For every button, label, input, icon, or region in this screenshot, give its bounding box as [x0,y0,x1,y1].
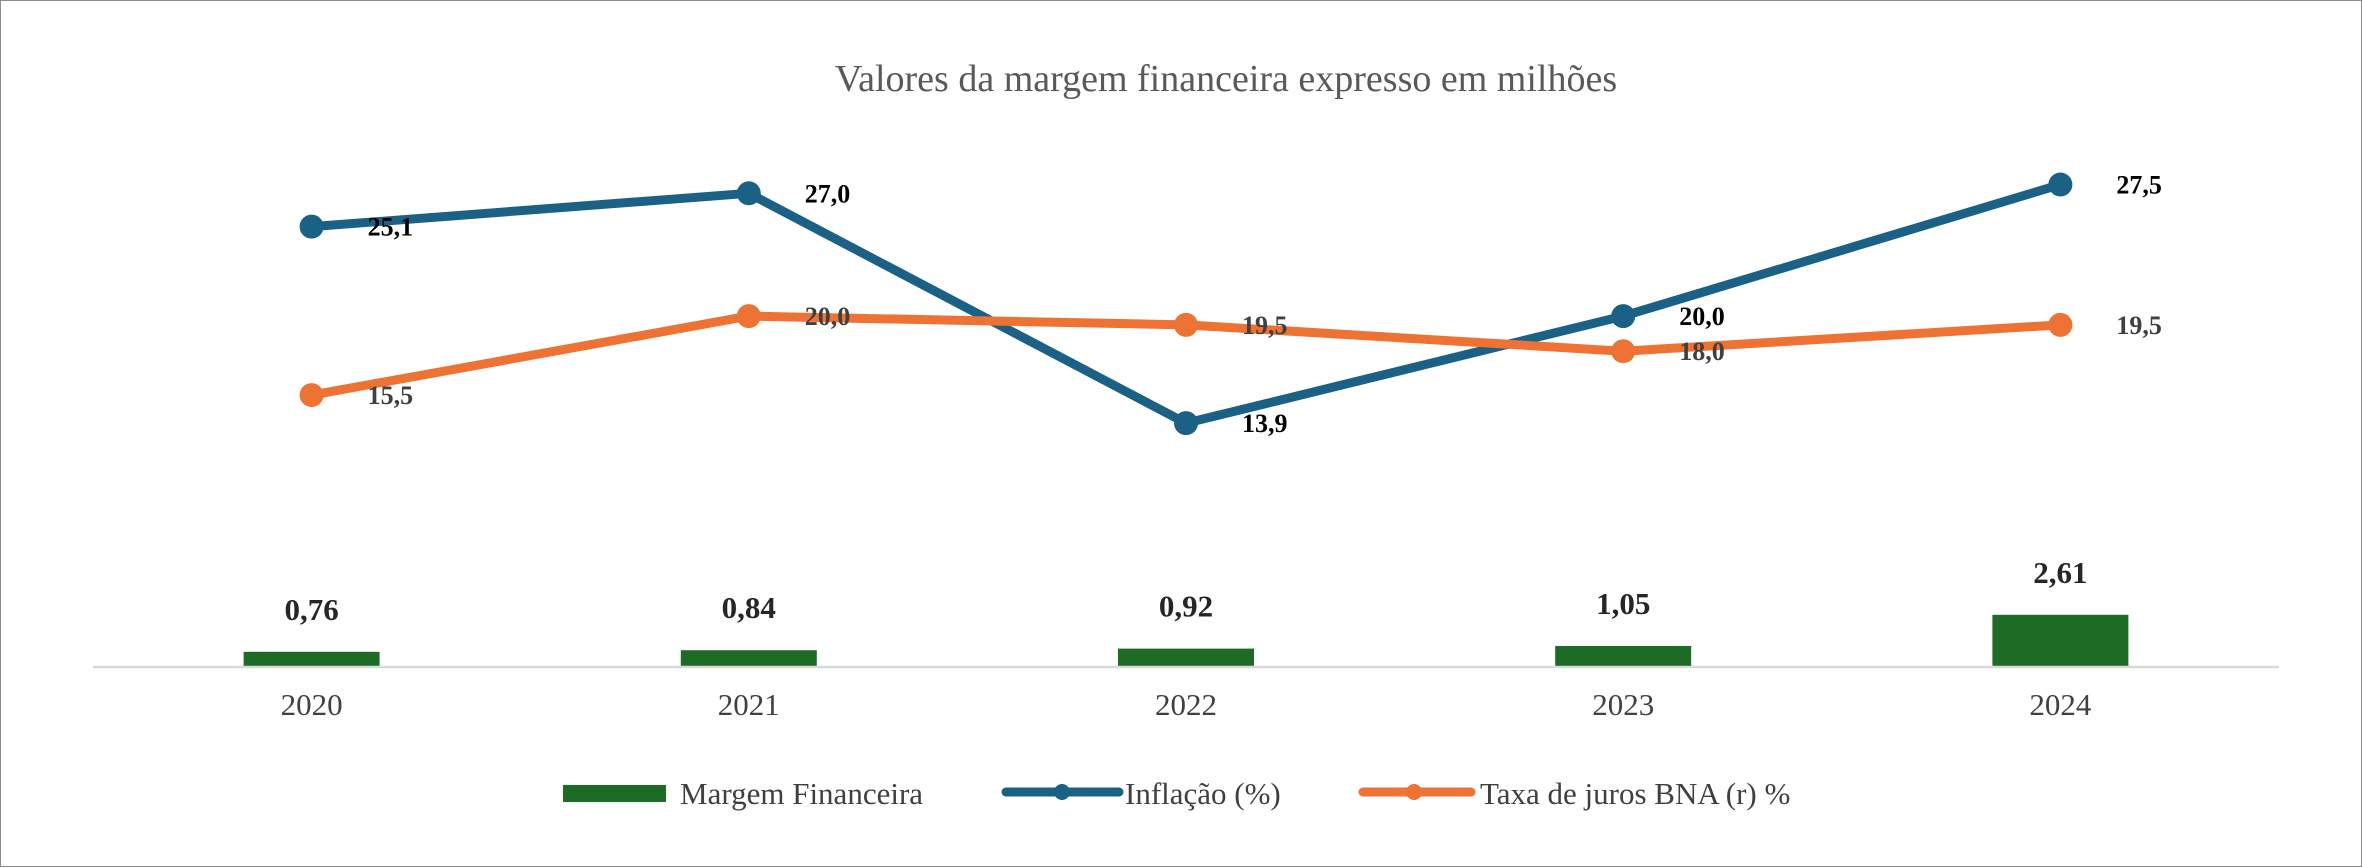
bar-label-2023: 1,05 [1596,586,1650,621]
point-label-taxa-de-juros-bna-r-2023: 18,0 [1679,337,1725,366]
line-series-group [299,172,2073,436]
bar-2020 [243,651,380,667]
point-taxa-de-juros-bna-r-2021 [736,304,761,329]
legend-swatch-inflacao-marker [1054,784,1070,800]
point-label-infla-o-2023: 20,0 [1679,302,1725,331]
point-infla-o-2022 [1174,411,1198,436]
x-tick-label-2023: 2023 [1592,687,1654,722]
legend-swatch-taxa-juros-marker [1406,784,1422,800]
legend-label-margem-financeira: Margem Financeira [680,776,923,811]
point-label-infla-o-2022: 13,9 [1242,409,1288,438]
point-label-taxa-de-juros-bna-r-2021: 20,0 [805,302,851,331]
point-taxa-de-juros-bna-r-2020 [299,383,324,408]
legend: Margem Financeira Inflação (%) Taxa de j… [563,776,1790,811]
chart-title: Valores da margem financeira expresso em… [835,58,1617,100]
legend-label-taxa-juros: Taxa de juros BNA (r) % [1480,776,1790,811]
bar-label-2022: 0,92 [1159,589,1213,624]
bar-label-2024: 2,61 [2033,555,2087,590]
point-infla-o-2024 [2048,172,2073,197]
point-label-taxa-de-juros-bna-r-2020: 15,5 [368,381,414,410]
legend-label-inflacao: Inflação (%) [1125,776,1281,811]
point-label-infla-o-2024: 27,5 [2116,171,2162,200]
bar-2021 [680,650,817,667]
point-infla-o-2023 [1611,304,1636,329]
bar-2024 [1992,614,2129,667]
point-taxa-de-juros-bna-r-2023 [1611,339,1636,364]
legend-item-taxa-juros: Taxa de juros BNA (r) % [1358,776,1790,811]
bar-2022 [1118,648,1254,667]
point-taxa-de-juros-bna-r-2022 [1174,312,1198,337]
x-tick-label-2021: 2021 [718,687,780,722]
bar-label-2020: 0,76 [284,592,338,627]
legend-item-inflacao: Inflação (%) [1001,776,1281,811]
point-infla-o-2020 [299,214,324,239]
bar-2023 [1555,646,1692,667]
point-infla-o-2021 [736,181,761,206]
data-labels-group: 0,76 0,84 0,92 1,05 2,61 25,1 27,0 13,9 20,0 27,5… [284,171,2161,627]
point-label-taxa-de-juros-bna-r-2024: 19,5 [2116,311,2162,340]
point-label-infla-o-2021: 27,0 [805,179,851,208]
point-taxa-de-juros-bna-r-2024 [2048,312,2073,337]
x-tick-label-2020: 2020 [281,687,343,722]
legend-item-margem-financeira: Margem Financeira [563,776,923,811]
point-label-taxa-de-juros-bna-r-2022: 19,5 [1242,311,1288,340]
point-label-infla-o-2020: 25,1 [368,213,414,242]
x-tick-label-2024: 2024 [2029,687,2092,722]
legend-swatch-bar [563,785,666,802]
line-infla-o [307,180,2065,428]
x-axis-ticks: 2020 2021 2022 2023 2024 [281,687,2092,722]
bar-label-2021: 0,84 [722,590,776,625]
x-tick-label-2022: 2022 [1155,687,1217,722]
bar-series-group [243,614,2129,667]
